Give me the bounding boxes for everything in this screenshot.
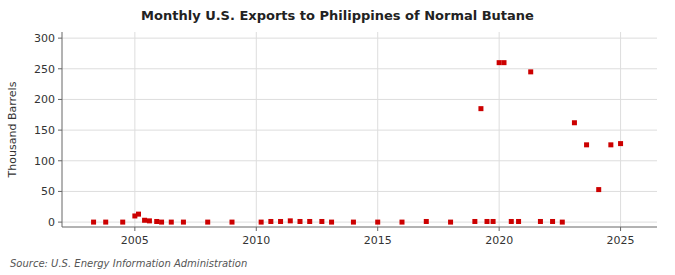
x-tick-label: 2005 (121, 234, 149, 247)
y-tick-label: 50 (41, 185, 55, 198)
plot-area (62, 32, 657, 227)
point (572, 120, 577, 125)
y-tick (58, 130, 62, 131)
point (181, 220, 186, 225)
point (528, 69, 533, 74)
x-grid-line (620, 32, 621, 227)
point (560, 220, 565, 225)
points (91, 60, 623, 224)
point (288, 218, 293, 223)
x-grid-line (256, 32, 257, 227)
source-note: Source: U.S. Energy Information Administ… (10, 258, 247, 269)
point (400, 220, 405, 225)
y-tick (58, 160, 62, 161)
x-tick-label: 2020 (485, 234, 513, 247)
x-tick (134, 227, 135, 231)
point (91, 220, 96, 225)
x-tick (377, 227, 378, 231)
y-tick (58, 68, 62, 69)
point (497, 60, 502, 65)
y-tick-label: 200 (34, 93, 55, 106)
point (169, 220, 174, 225)
y-grid-line (62, 191, 657, 192)
x-axis-line (62, 227, 657, 228)
point (618, 141, 623, 146)
point (159, 220, 164, 225)
point (259, 220, 264, 225)
y-tick-label: 300 (34, 32, 55, 45)
point (502, 60, 507, 65)
point (268, 219, 273, 224)
y-tick (58, 222, 62, 223)
y-tick (58, 99, 62, 100)
point (448, 220, 453, 225)
point (596, 187, 601, 192)
y-grid-line (62, 130, 657, 131)
point (142, 218, 147, 223)
point (516, 219, 521, 224)
x-grid-line (377, 32, 378, 227)
y-grid-line (62, 38, 657, 39)
point (329, 220, 334, 225)
point (375, 220, 380, 225)
point (472, 219, 477, 224)
x-tick (256, 227, 257, 231)
y-tick-label: 150 (34, 124, 55, 137)
point (478, 106, 483, 111)
y-grid-line (62, 99, 657, 100)
point (538, 219, 543, 224)
point (424, 219, 429, 224)
chart: 0 50 100 150 200 250 300 2005 2010 2015 2020 2025 Mo… (0, 0, 675, 275)
point (205, 220, 210, 225)
x-tick (499, 227, 500, 231)
point (550, 219, 555, 224)
y-tick-label: 100 (34, 155, 55, 168)
point (307, 219, 312, 224)
point (154, 219, 159, 224)
point (147, 218, 152, 223)
point (509, 219, 514, 224)
grid (62, 32, 657, 227)
y-axis-line (62, 32, 63, 227)
point (120, 220, 125, 225)
y-grid-line (62, 160, 657, 161)
y-grid-line (62, 68, 657, 69)
point (351, 220, 356, 225)
x-tick-label: 2025 (607, 234, 635, 247)
point (103, 220, 108, 225)
point (485, 219, 490, 224)
point (136, 212, 141, 217)
x-tick-label: 2010 (242, 234, 270, 247)
x-tick-label: 2015 (364, 234, 392, 247)
point (584, 142, 589, 147)
point (230, 220, 235, 225)
x-tick (620, 227, 621, 231)
point (491, 219, 496, 224)
y-axis-label: Thousand Barrels (6, 81, 19, 178)
point (608, 142, 613, 147)
point (298, 219, 303, 224)
point (319, 219, 324, 224)
x-grid-line (134, 32, 135, 227)
point (278, 219, 283, 224)
y-tick-label: 250 (34, 63, 55, 76)
y-tick-label: 0 (48, 216, 55, 229)
y-tick (58, 191, 62, 192)
title: Monthly U.S. Exports to Philippines of N… (141, 8, 534, 23)
y-tick (58, 38, 62, 39)
